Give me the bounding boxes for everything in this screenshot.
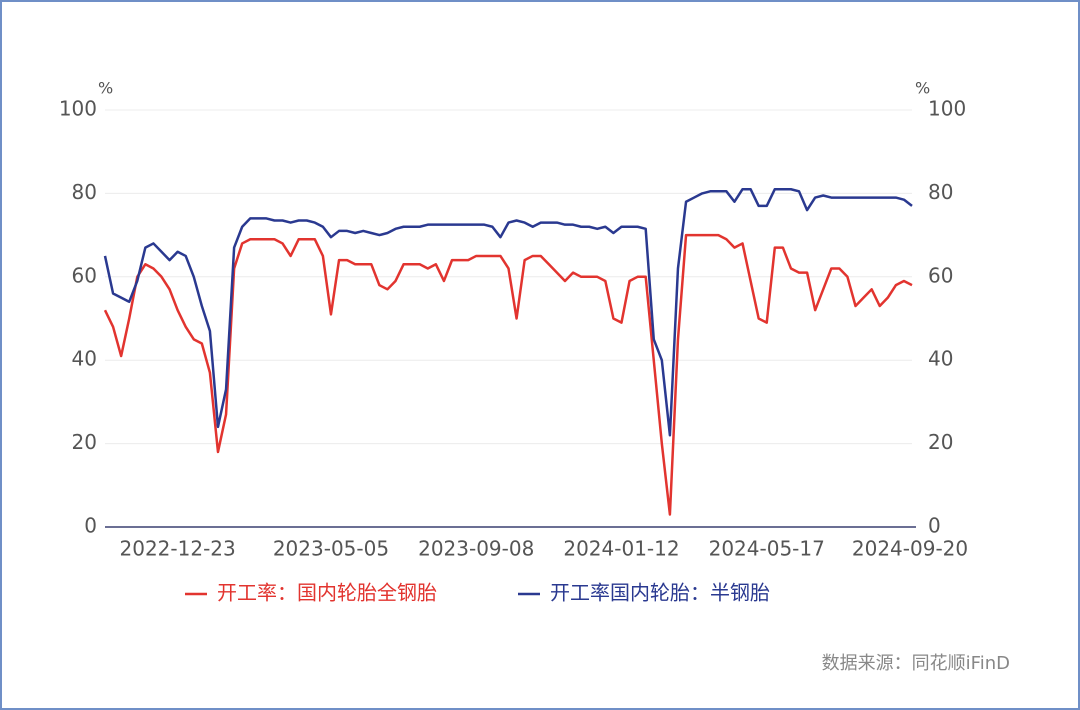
y2-tick-label: 20 <box>928 430 953 454</box>
x-tick-label: 2024-05-17 <box>709 537 825 561</box>
x-tick-label: 2024-01-12 <box>563 537 679 561</box>
x-tick-label: 2023-09-08 <box>418 537 534 561</box>
y-tick-label: 40 <box>72 347 97 371</box>
y2-unit: % <box>915 79 930 98</box>
legend-label: 开工率国内轮胎：半钢胎 <box>550 581 770 605</box>
y2-tick-label: 80 <box>928 180 953 204</box>
series-line <box>103 233 913 516</box>
y2-tick-label: 0 <box>928 514 941 538</box>
y2-tick-label: 100 <box>928 97 966 121</box>
y-tick-label: 60 <box>72 263 97 287</box>
source: 数据来源：同花顺iFinD <box>822 653 1010 674</box>
legend-label: 开工率：国内轮胎全钢胎 <box>217 581 437 605</box>
x-tick-label: 2022-12-23 <box>120 537 236 561</box>
y-tick-label: 0 <box>84 514 97 538</box>
y-tick-label: 80 <box>72 180 97 204</box>
y2-tick-label: 40 <box>928 347 953 371</box>
y-tick-label: 100 <box>59 97 97 121</box>
y-tick-label: 20 <box>72 430 97 454</box>
x-tick-label: 2023-05-05 <box>273 537 389 561</box>
series-line <box>103 187 913 437</box>
y-unit: % <box>98 79 113 98</box>
x-tick-label: 2024-09-20 <box>852 537 968 561</box>
y2-tick-label: 60 <box>928 263 953 287</box>
